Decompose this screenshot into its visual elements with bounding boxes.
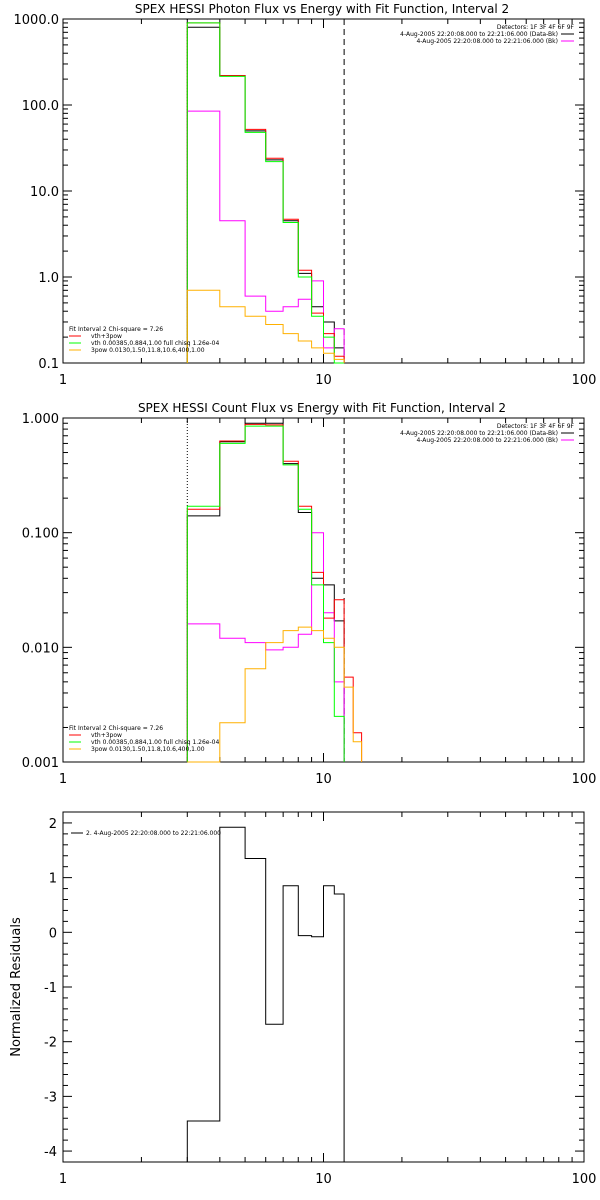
x-tick-label: 10: [315, 1172, 332, 1187]
detectors-label: Detectors: 1F 3F 4F 6F 9F: [497, 423, 575, 430]
y-tick-label: 1.000: [22, 412, 59, 427]
x-tick-label: 100: [572, 373, 597, 388]
y-tick-label: 1000.0: [14, 13, 60, 28]
residuals-y-axis-label: Normalized Residuals: [9, 917, 24, 1057]
annotation-entry-label: vth 0.00385,0.884,1.00 full chisq 1.26e-…: [91, 340, 219, 347]
y-tick-label: 100.0: [22, 99, 59, 114]
fit-interval-label: Fit Interval 2 Chi-square = 7.26: [69, 725, 163, 732]
annotation-entry-label: vth+3pow: [91, 732, 122, 739]
x-tick-label: 1: [59, 772, 67, 787]
y-tick-label: 0.001: [22, 756, 59, 771]
series-line-0: [186, 422, 345, 762]
y-tick-label: 0.1: [38, 357, 59, 372]
series-line-1: [186, 532, 345, 762]
y-tick-label: -2: [44, 1036, 57, 1051]
series-line-3: [186, 22, 345, 364]
x-tick-label: 10: [315, 373, 332, 388]
series-line-2: [186, 423, 363, 762]
x-tick-label: 100: [572, 772, 597, 787]
y-tick-label: -1: [44, 981, 57, 996]
y-tick-label: 0.100: [22, 527, 59, 542]
detectors-label: Detectors: 1F 3F 4F 6F 9F: [497, 24, 575, 31]
legend-entry-label: 4-Aug-2005 22:20:08.000 to 22:21:06.000 …: [416, 437, 558, 444]
count-flux-title: SPEX HESSI Count Flux vs Energy with Fit…: [138, 401, 506, 415]
annotation-entry-label: 3pow 0.0130,1.50,11.8,10.6,400,1.00: [91, 347, 205, 354]
legend-entry-label: 4-Aug-2005 22:20:08.000 to 22:21:06.000 …: [400, 31, 558, 38]
annotation-entry-label: vth+3pow: [91, 333, 122, 340]
x-tick-label: 10: [315, 772, 332, 787]
photon-flux-title: SPEX HESSI Photon Flux vs Energy with Fi…: [135, 2, 509, 16]
count-flux-panel: SPEX HESSI Count Flux vs Energy with Fit…: [22, 401, 597, 787]
y-tick-label: 0: [49, 926, 57, 941]
x-tick-label: 100: [572, 1172, 597, 1187]
series-line-2: [186, 22, 345, 363]
fit-interval-label: Fit Interval 2 Chi-square = 7.26: [69, 326, 163, 333]
y-tick-label: -3: [44, 1090, 57, 1105]
y-tick-label: 0.010: [22, 641, 59, 656]
residuals-plot-frame: [62, 811, 585, 1163]
annotation-entry-label: 3pow 0.0130,1.50,11.8,10.6,400,1.00: [91, 746, 205, 753]
y-tick-label: 10.0: [30, 185, 59, 200]
series-line-1: [186, 110, 345, 363]
y-tick-label: 1.0: [38, 271, 59, 286]
y-tick-label: 2: [49, 817, 57, 832]
x-tick-label: 1: [59, 373, 67, 388]
legend-entry-label: 4-Aug-2005 22:20:08.000 to 22:21:06.000 …: [416, 38, 558, 45]
x-tick-label: 1: [59, 1172, 67, 1187]
series-line-3: [186, 425, 345, 762]
photon-flux-panel: SPEX HESSI Photon Flux vs Energy with Fi…: [14, 2, 597, 388]
legend-entry-label: 2. 4-Aug-2005 22:20:08.000 to 22:21:06.0…: [86, 830, 221, 837]
series-line-0: [186, 826, 345, 1162]
series-line-4: [186, 289, 345, 363]
y-tick-label: 1: [49, 872, 57, 887]
residuals-panel: Normalized Residuals 1 10 100 -4 -3 -2 -1 0 1 2 2…: [9, 811, 597, 1187]
y-tick-label: -4: [44, 1145, 57, 1160]
annotation-entry-label: vth 0.00385,0.884,1.00 full chisq 1.26e-…: [91, 739, 219, 746]
series-line-4: [187, 626, 363, 763]
legend-entry-label: 4-Aug-2005 22:20:08.000 to 22:21:06.000 …: [400, 430, 558, 437]
